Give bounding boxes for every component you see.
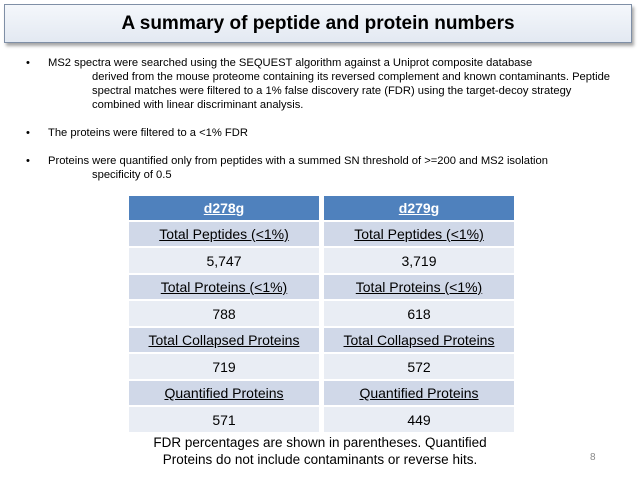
row-value: 571 <box>129 407 319 432</box>
title-box: A summary of peptide and protein numbers <box>4 4 632 43</box>
row-value: 3,719 <box>324 248 514 273</box>
bullet-text-continued: specificity of 0.5 <box>92 169 172 181</box>
row-label: Total Proteins (<1%) <box>324 275 514 299</box>
bullet-list: • MS2 spectra were searched using the SE… <box>22 56 622 196</box>
table-d278g: d278g Total Peptides (<1%) 5,747 Total P… <box>129 196 319 434</box>
bullet-item: • Proteins were quantified only from pep… <box>22 154 622 182</box>
row-label: Total Peptides (<1%) <box>324 222 514 246</box>
bullet-text: MS2 spectra were searched using the SEQU… <box>48 57 533 69</box>
slide-title: A summary of peptide and protein numbers <box>121 12 515 34</box>
row-value: 719 <box>129 354 319 379</box>
bullet-item: • MS2 spectra were searched using the SE… <box>22 56 622 112</box>
row-label: Total Collapsed Proteins <box>129 328 319 352</box>
table-d279g: d279g Total Peptides (<1%) 3,719 Total P… <box>324 196 514 434</box>
bullet-item: • The proteins were filtered to a <1% FD… <box>22 126 622 140</box>
bullet-icon: • <box>26 127 30 139</box>
row-value: 618 <box>324 301 514 326</box>
bullet-icon: • <box>26 155 30 167</box>
row-label: Quantified Proteins <box>129 381 319 405</box>
row-value: 572 <box>324 354 514 379</box>
row-label: Quantified Proteins <box>324 381 514 405</box>
row-label: Total Peptides (<1%) <box>129 222 319 246</box>
footnote: FDR percentages are shown in parentheses… <box>100 434 540 468</box>
row-label: Total Collapsed Proteins <box>324 328 514 352</box>
row-value: 449 <box>324 407 514 432</box>
footnote-line: FDR percentages are shown in parentheses… <box>153 435 487 450</box>
row-value: 5,747 <box>129 248 319 273</box>
bullet-text-continued: derived from the mouse proteome containi… <box>92 71 611 111</box>
table-header: d278g <box>129 196 319 220</box>
bullet-text: Proteins were quantified only from pepti… <box>48 155 548 167</box>
footnote-line: Proteins do not include contaminants or … <box>162 452 478 467</box>
row-label: Total Proteins (<1%) <box>129 275 319 299</box>
page-number: 8 <box>590 452 596 463</box>
bullet-icon: • <box>26 57 30 69</box>
bullet-text: The proteins were filtered to a <1% FDR <box>48 127 248 139</box>
table-header: d279g <box>324 196 514 220</box>
row-value: 788 <box>129 301 319 326</box>
